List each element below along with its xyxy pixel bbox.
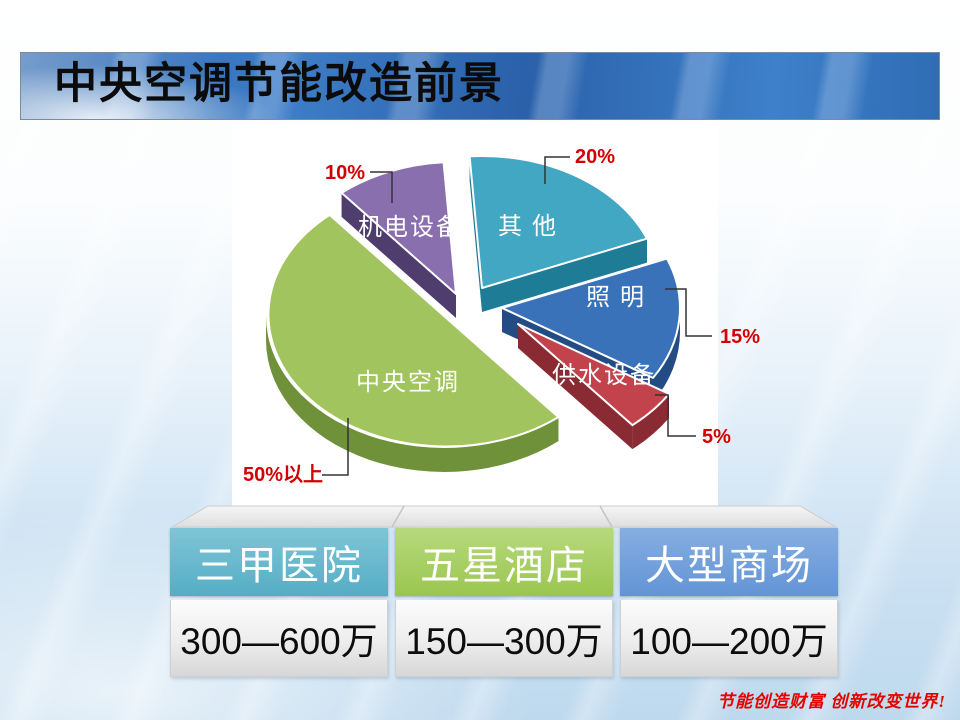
footer-slogan: 节能创造财富 创新改变世界! [717, 692, 946, 711]
slide-title: 中央空调节能改造前景 [54, 61, 504, 108]
pct-connector-3 [322, 418, 349, 476]
pct-connector-4 [370, 171, 393, 203]
pct-connector-2 [655, 394, 696, 437]
pct-connector-1 [665, 288, 712, 337]
table-column-2: 大型商场 100—200万 [620, 528, 838, 677]
pie-slice-2 [517, 323, 670, 427]
pct-label-0: 20% [575, 146, 615, 168]
pct-label-4: 10% [325, 162, 365, 184]
table-3d-top-face [170, 505, 838, 528]
pie-slice-1 [501, 257, 681, 379]
pie-slice-label-1: 照 明 [586, 285, 646, 311]
table-value-0: 300—600万 [170, 600, 388, 677]
table-header-0: 三甲医院 [170, 528, 388, 596]
table-value-1: 150—300万 [395, 600, 613, 677]
pie-slice-label-4: 机电设备 [358, 214, 462, 241]
pie-slice-label-2: 供水设备 [552, 362, 656, 389]
table-header-2: 大型商场 [620, 528, 838, 596]
pie-slice-3 [267, 213, 560, 448]
table-value-2: 100—200万 [620, 600, 838, 677]
pct-label-2: 5% [702, 426, 731, 448]
table-column-1: 五星酒店 150—300万 [395, 528, 613, 677]
pie-slice-0 [468, 154, 648, 289]
table-column-0: 三甲医院 300—600万 [170, 528, 388, 677]
table-header-1: 五星酒店 [395, 528, 613, 596]
pie-slice-label-0: 其 他 [498, 213, 558, 240]
pct-label-3: 50%以上 [243, 463, 323, 486]
pie-slice-label-3: 中央空调 [356, 369, 460, 396]
pct-connector-0 [544, 156, 570, 184]
title-banner: 中央空调节能改造前景 [20, 52, 940, 120]
pct-label-1: 15% [720, 326, 760, 348]
